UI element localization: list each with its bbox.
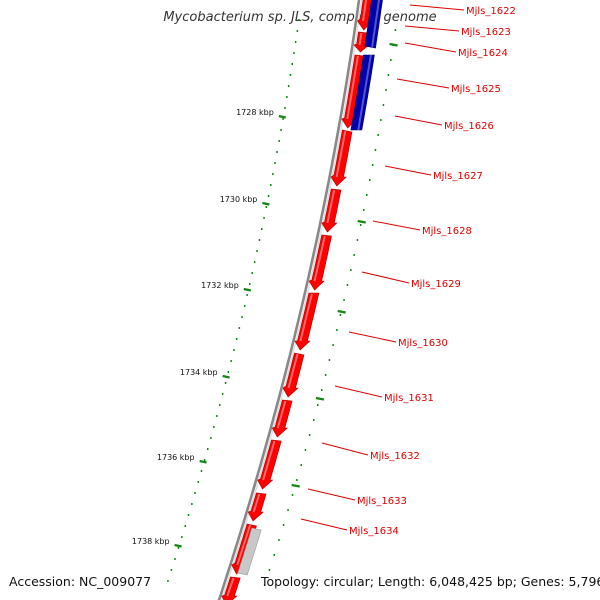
gene-label-leader [409,4,465,11]
outer-major-tick [357,219,366,224]
gene-label-leader [300,518,348,531]
forward-gene-highlight [262,440,276,481]
coordinate-tick-label: 1732 kbp [201,281,239,290]
gene-label-leader [321,442,369,456]
other-feature-block [237,527,262,576]
gene-label-leader [334,385,383,398]
gene-label-leader [384,165,432,176]
forward-gene-highlight [299,293,313,342]
coordinate-tick-label: 1734 kbp [180,368,218,377]
coordinate-tick-label: 1736 kbp [157,453,195,462]
forward-gene-highlight [252,493,261,513]
backbone-highlight [220,0,363,600]
forward-gene-highlight [226,577,235,597]
gene-label-leader [348,331,397,343]
gene-label: Mjls_1622 [466,6,516,17]
coordinate-tick-label: 1738 kbp [132,537,170,546]
accession-text: Accession: NC_009077 [9,574,152,589]
reverse-gene-highlight [371,0,380,49]
major-tick-mark [199,459,207,464]
forward-gene-highlight [326,189,336,224]
gene-label: Mjls_1633 [357,496,407,507]
gene-label: Mjls_1624 [458,48,508,59]
gene-label: Mjls_1625 [451,84,501,95]
forward-gene-arrow [247,492,267,522]
gene-label-leader [372,220,421,231]
forward-gene-arrow [330,129,353,187]
gene-label: Mjls_1632 [370,451,420,462]
gene-label-leader [394,115,443,126]
gene-label-leader [404,25,460,32]
major-tick-mark [243,287,252,292]
outer-major-tick [291,483,300,488]
major-tick-mark [222,374,230,379]
gene-label: Mjls_1623 [461,27,511,38]
major-tick-mark [278,114,287,119]
gene-label: Mjls_1627 [433,171,483,182]
forward-gene-highlight [346,55,359,120]
backbone-line [217,0,361,600]
forward-gene-highlight [362,0,368,22]
gene-label: Mjls_1630 [398,338,448,349]
outer-major-tick [337,309,346,314]
gene-label-leader [396,78,450,89]
forward-gene-highlight [335,130,347,178]
reverse-gene-highlight [357,54,372,131]
outer-major-tick [389,42,398,47]
gene-label: Mjls_1631 [384,393,434,404]
major-tick-mark [262,201,270,206]
forward-gene-highlight [236,524,252,566]
coordinate-tick-label: 1730 kbp [220,195,258,204]
forward-gene-arrow [321,188,342,233]
genome-summary-text: Topology: circular; Length: 6,048,425 bp… [261,574,600,589]
gene-label-leader [404,42,457,53]
forward-gene-arrow [221,576,241,600]
gene-label-leader [307,488,356,501]
gene-label: Mjls_1628 [422,226,472,237]
forward-gene-highlight [313,235,326,282]
outer-major-tick [315,396,325,401]
gene-label: Mjls_1634 [349,526,399,537]
gene-label: Mjls_1629 [411,279,461,290]
coordinate-tick-label: 1728 kbp [236,108,274,117]
gene-label: Mjls_1626 [444,121,494,132]
forward-gene-highlight [358,32,363,46]
forward-gene-highlight [276,400,287,429]
major-tick-mark [174,543,182,548]
gene-label-leader [361,271,410,284]
forward-gene-highlight [287,353,299,389]
